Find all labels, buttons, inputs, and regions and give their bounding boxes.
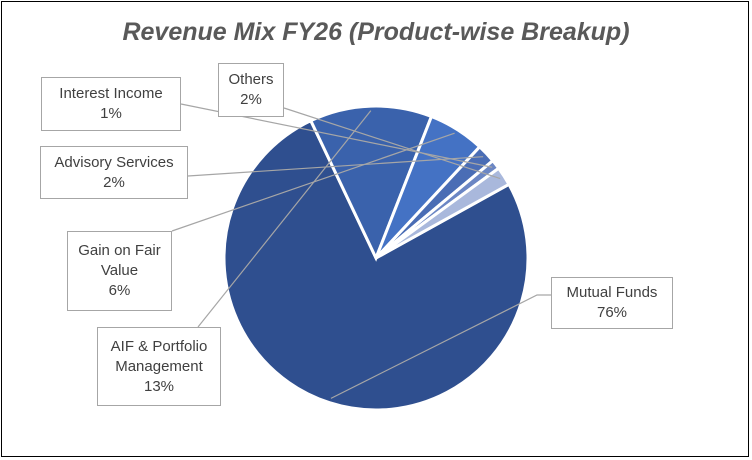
callout-value: 13% [143, 377, 175, 395]
leader-line [330, 294, 551, 399]
callout-gain-fair-value: Gain on Fair Value 6% [67, 231, 172, 311]
callout-value: 6% [108, 282, 131, 299]
callout-name: Mutual Funds [566, 284, 658, 301]
callout-name-2: Management [115, 357, 203, 375]
leader-line [197, 110, 372, 328]
callout-mutual-funds: Mutual Funds 76% [551, 277, 673, 329]
callout-advisory-services: Advisory Services 2% [40, 146, 188, 199]
callout-name: Advisory Services [54, 153, 174, 171]
slice-aif-portfolio [308, 104, 434, 262]
callout-name: Interest Income [59, 85, 163, 102]
callout-aif-portfolio: AIF & Portfolio Management 13% [97, 327, 221, 406]
callout-name: Gain on Fair [78, 242, 161, 259]
callout-interest-income: Interest Income 1% [41, 77, 181, 131]
callout-name: AIF & Portfolio [110, 337, 208, 355]
slice-others [375, 166, 511, 260]
callout-value: 2% [240, 91, 262, 108]
leader-line [283, 107, 501, 180]
callout-others: Others 2% [218, 63, 284, 117]
callout-name: Others [228, 71, 274, 88]
callout-value: 76% [596, 304, 628, 321]
chart-title: Revenue Mix FY26 (Product-wise Breakup) [122, 18, 630, 46]
callout-value: 1% [100, 105, 122, 122]
callout-name-2: Value [100, 262, 139, 279]
leader-line [187, 156, 484, 177]
callout-value: 2% [103, 173, 125, 191]
